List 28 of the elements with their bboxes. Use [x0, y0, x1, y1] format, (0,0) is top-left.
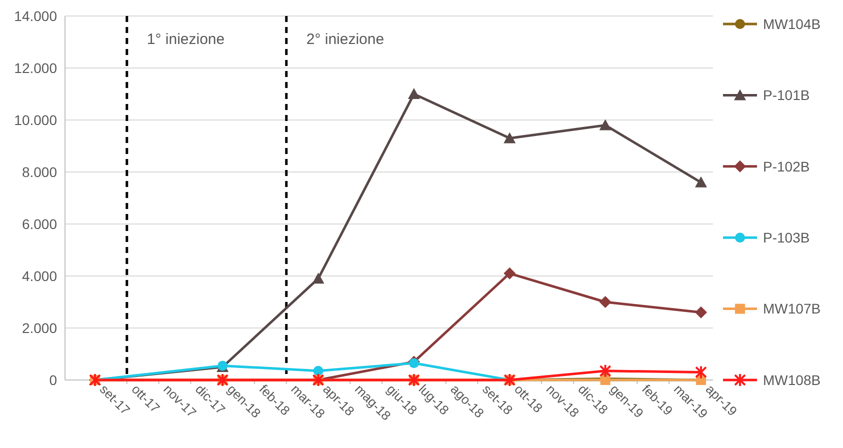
point — [695, 306, 707, 318]
y-tick-label: 6.000 — [22, 216, 58, 232]
y-tick-label: 4.000 — [22, 268, 58, 284]
ref-line-label: 2° iniezione — [306, 31, 384, 48]
y-tick-label: 2.000 — [22, 320, 58, 336]
legend-label: MW107B — [763, 300, 821, 317]
ref-line-label: 1° iniezione — [146, 31, 225, 48]
y-tick-label: 8.000 — [22, 164, 58, 180]
y-tick-label: 14.000 — [14, 8, 58, 24]
legend-label: P-102B — [763, 158, 810, 174]
y-tick-label: 10.000 — [14, 112, 58, 128]
point — [599, 119, 612, 130]
point — [695, 176, 707, 188]
point — [599, 296, 612, 308]
point — [408, 358, 419, 368]
y-tick-label: 12.000 — [14, 60, 58, 76]
point — [504, 132, 516, 144]
y-tick-label: 0 — [49, 372, 58, 388]
legend-label: MW108B — [763, 372, 821, 388]
legend-label: P-103B — [763, 230, 810, 246]
point — [599, 364, 612, 378]
legend-label: MW104B — [763, 16, 821, 32]
point — [695, 365, 707, 380]
legend-label: P-101B — [763, 87, 810, 104]
point — [312, 272, 324, 284]
point — [408, 88, 420, 99]
point — [504, 267, 516, 280]
point — [313, 366, 324, 376]
